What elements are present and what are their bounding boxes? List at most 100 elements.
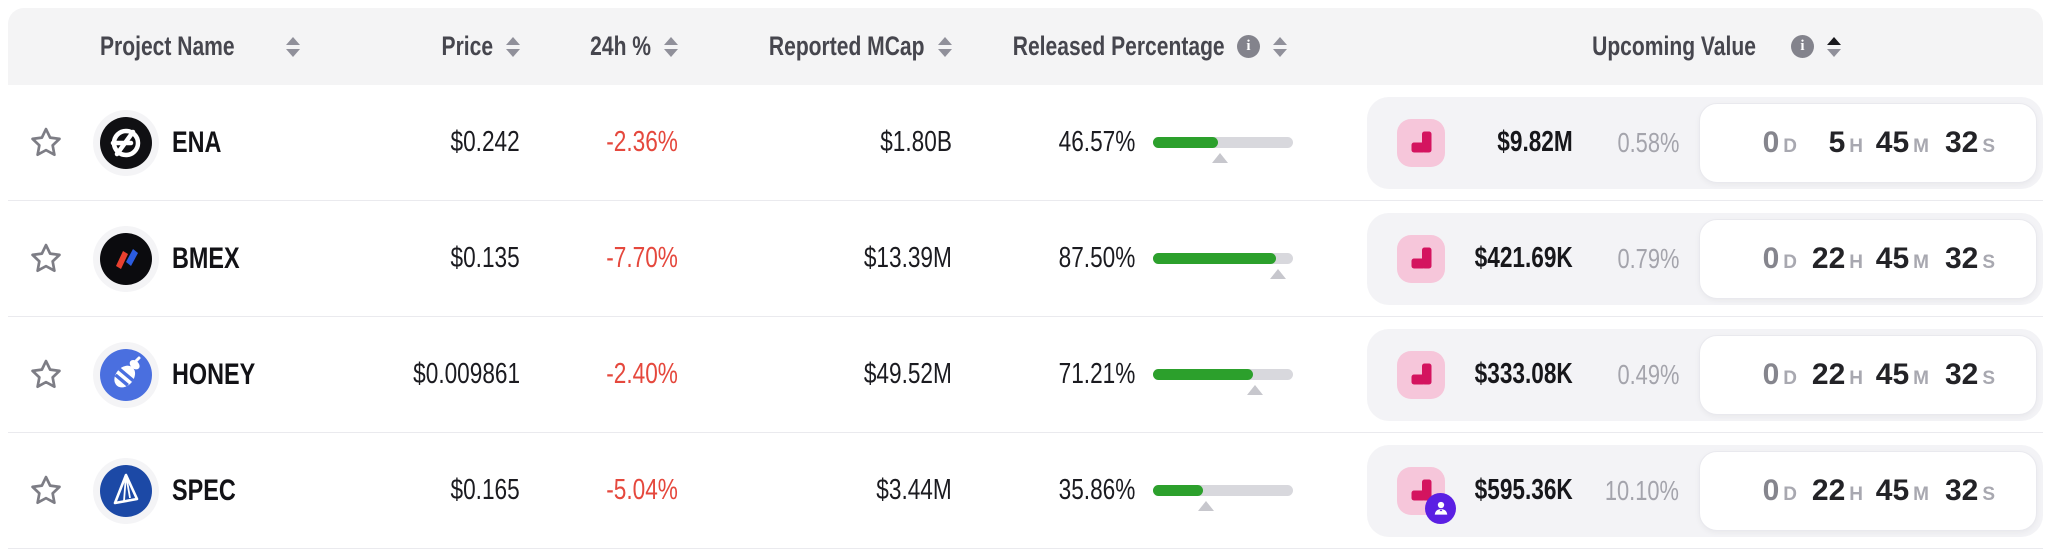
sort-icon[interactable] [506, 36, 520, 57]
price-value: $0.135 [450, 242, 520, 274]
sort-icon[interactable] [664, 36, 678, 57]
price-value: $0.165 [450, 474, 520, 506]
change-24h-value: -7.70% [606, 242, 678, 274]
header-price[interactable]: Price [300, 31, 533, 62]
countdown-seconds: 32 S [1944, 125, 1995, 159]
countdown-hours: 22 H [1811, 241, 1863, 275]
table-row[interactable]: BMEX $0.135 -7.70% $13.39M 87.50% [8, 201, 2043, 317]
header-project-name-label: Project Name [100, 31, 235, 61]
ena-logo-icon [100, 116, 152, 169]
released-bar-fill [1153, 253, 1276, 264]
released-progress-bar [1153, 485, 1293, 511]
header-price-label: Price [441, 31, 493, 61]
reported-mcap-value: $3.44M [876, 474, 952, 506]
released-progress-bar [1153, 253, 1293, 279]
table-row[interactable]: ENA $0.242 -2.36% $1.80B 46.57% $ [8, 85, 2043, 201]
released-bar-marker [1197, 501, 1214, 511]
favorite-star-icon[interactable] [27, 124, 65, 162]
header-released-percentage[interactable]: Released Percentage i [973, 31, 1325, 62]
token-symbol: SPEC [172, 473, 236, 507]
token-logo [100, 464, 152, 517]
project-cell[interactable]: ENA [84, 116, 300, 169]
upcoming-value: $333.08K [1474, 358, 1573, 390]
header-24h-percent-label: 24h % [590, 31, 651, 61]
countdown-seconds: 32 S [1944, 241, 1995, 275]
table-body: ENA $0.242 -2.36% $1.80B 46.57% $ [8, 85, 2043, 549]
header-24h-percent[interactable]: 24h % [533, 31, 693, 62]
released-progress-bar [1153, 137, 1293, 163]
countdown-minutes: 45 M [1875, 357, 1929, 391]
cliff-unlock-icon [1397, 234, 1445, 283]
table-row[interactable]: HONEY $0.009861 -2.40% $49.52M 71.21% [8, 317, 2043, 433]
cliff-unlock-icon [1397, 118, 1445, 167]
cliff-unlock-icon [1397, 350, 1445, 399]
cliff-unlock-icon [1397, 466, 1456, 524]
sort-icon[interactable] [285, 36, 300, 57]
table-row[interactable]: SPEC $0.165 -5.04% $3.44M 35.86% [8, 433, 2043, 549]
project-cell[interactable]: BMEX [84, 232, 300, 285]
info-icon[interactable]: i [1791, 35, 1815, 58]
header-reported-mcap-label: Reported MCap [769, 31, 925, 61]
info-icon[interactable]: i [1237, 35, 1260, 58]
header-upcoming-value[interactable]: Upcoming Value i [1367, 31, 2043, 62]
upcoming-percent: 10.10% [1604, 474, 1679, 506]
released-bar-marker [1246, 385, 1263, 395]
released-progress-bar [1153, 369, 1293, 395]
released-percentage-value: 46.57% [1058, 126, 1135, 158]
favorite-star-icon[interactable] [27, 240, 65, 278]
change-24h-value: -2.40% [606, 358, 678, 390]
change-24h-value: -2.36% [606, 126, 678, 158]
countdown-minutes: 45 M [1875, 473, 1929, 507]
price-value: $0.009861 [413, 358, 520, 390]
insider-badge [1425, 492, 1456, 524]
favorite-star-icon[interactable] [27, 356, 65, 394]
token-logo [100, 232, 152, 285]
upcoming-value: $421.69K [1474, 242, 1573, 274]
token-symbol: BMEX [172, 241, 240, 275]
project-cell[interactable]: SPEC [84, 464, 300, 517]
token-logo [100, 116, 152, 169]
header-project-name[interactable]: Project Name [84, 31, 300, 62]
released-bar-marker [1212, 153, 1229, 163]
released-percentage-value: 35.86% [1058, 474, 1135, 506]
countdown-minutes: 45 M [1875, 125, 1929, 159]
sort-icon[interactable] [1273, 36, 1287, 57]
project-cell[interactable]: HONEY [84, 348, 300, 401]
token-unlocks-table: Project Name Price 24h % Reported MCap R… [8, 8, 2043, 549]
countdown-hours: 22 H [1811, 357, 1863, 391]
header-upcoming-value-label: Upcoming Value [1592, 31, 1756, 61]
upcoming-value: $9.82M [1497, 126, 1573, 158]
released-bar-fill [1153, 137, 1219, 148]
upcoming-percent: 0.49% [1617, 358, 1679, 390]
header-reported-mcap[interactable]: Reported MCap [693, 31, 973, 62]
change-24h-value: -5.04% [606, 474, 678, 506]
favorite-star-icon[interactable] [27, 472, 65, 510]
header-released-percentage-label: Released Percentage [1013, 31, 1225, 61]
upcoming-percent: 0.58% [1617, 126, 1679, 158]
sort-icon[interactable] [1827, 36, 1842, 57]
table-header: Project Name Price 24h % Reported MCap R… [8, 8, 2043, 85]
price-value: $0.242 [450, 126, 520, 158]
bmex-logo-icon [100, 232, 152, 285]
reported-mcap-value: $1.80B [880, 126, 952, 158]
token-symbol: HONEY [172, 357, 256, 391]
sort-icon[interactable] [938, 36, 952, 57]
released-bar-fill [1153, 485, 1204, 496]
countdown-minutes: 45 M [1875, 241, 1929, 275]
upcoming-value: $595.36K [1474, 474, 1573, 506]
countdown-seconds: 32 S [1944, 473, 1995, 507]
countdown-hours: 22 H [1811, 473, 1863, 507]
released-percentage-value: 71.21% [1058, 358, 1135, 390]
released-bar-marker [1269, 269, 1286, 279]
released-bar-fill [1153, 369, 1253, 380]
countdown-seconds: 32 S [1944, 357, 1995, 391]
reported-mcap-value: $13.39M [863, 242, 952, 274]
